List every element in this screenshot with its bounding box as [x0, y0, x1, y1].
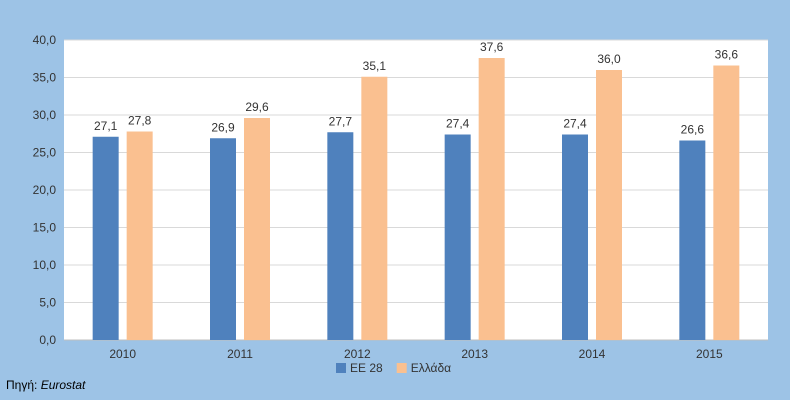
y-tick-label: 5,0 — [39, 296, 56, 310]
bar — [444, 134, 471, 340]
data-label: 27,8 — [128, 114, 152, 128]
data-label: 27,4 — [446, 117, 470, 131]
legend-item: ΕΕ 28 — [336, 361, 383, 375]
legend-item: Ελλάδα — [396, 361, 451, 375]
legend-swatch — [336, 363, 346, 373]
legend-label: Ελλάδα — [411, 361, 451, 375]
x-tick-label: 2013 — [461, 347, 488, 361]
y-tick-label: 0,0 — [39, 333, 56, 347]
source-note: Πηγή: Eurostat — [6, 378, 85, 392]
bar — [679, 140, 706, 340]
y-tick-label: 20,0 — [33, 183, 57, 197]
source-label: Πηγή: — [6, 378, 38, 392]
bar — [361, 76, 388, 340]
x-tick-label: 2010 — [109, 347, 136, 361]
bar — [126, 131, 153, 340]
y-axis-tick-labels: 0,0 5,0 10,0 15,0 20,0 25,0 30,0 35,0 40,0 — [33, 33, 57, 347]
source-value: Eurostat — [40, 378, 86, 392]
bar — [244, 118, 270, 340]
x-tick-label: 2011 — [227, 347, 253, 361]
bar — [478, 58, 505, 340]
x-tick-label: 2014 — [579, 347, 606, 361]
data-label: 36,6 — [715, 48, 739, 62]
bar — [596, 70, 622, 340]
data-label: 29,6 — [245, 100, 269, 114]
y-tick-label: 30,0 — [33, 108, 57, 122]
y-tick-label: 40,0 — [33, 33, 57, 47]
y-tick-label: 25,0 — [33, 146, 57, 160]
data-label: 27,1 — [94, 119, 118, 133]
y-tick-label: 10,0 — [33, 258, 57, 272]
legend: ΕΕ 28 Ελλάδα — [336, 361, 451, 375]
data-label: 35,1 — [363, 59, 387, 73]
data-label: 27,4 — [563, 117, 587, 131]
legend-swatch — [396, 363, 407, 373]
y-tick-label: 35,0 — [33, 71, 57, 85]
legend-label: ΕΕ 28 — [350, 361, 383, 375]
bar — [713, 65, 740, 340]
data-label: 27,7 — [329, 114, 353, 128]
data-label: 37,6 — [480, 40, 504, 54]
y-tick-label: 15,0 — [33, 221, 57, 235]
data-label: 26,9 — [211, 120, 235, 134]
bar — [92, 136, 119, 340]
bars — [92, 58, 740, 340]
data-label: 26,6 — [681, 123, 705, 137]
gridlines — [64, 39, 768, 341]
bar — [210, 138, 236, 340]
x-tick-label: 2012 — [344, 347, 371, 361]
x-tick-label: 2015 — [696, 347, 723, 361]
bar — [327, 132, 354, 340]
data-labels: 27,1 27,8 26,9 29,6 27,7 35,1 27,4 37,6 27,4 36,0… — [94, 40, 738, 137]
bar — [562, 134, 588, 340]
x-axis-tick-labels: 2010 2011 2012 2013 2014 2015 — [109, 347, 723, 361]
data-label: 36,0 — [597, 52, 621, 66]
